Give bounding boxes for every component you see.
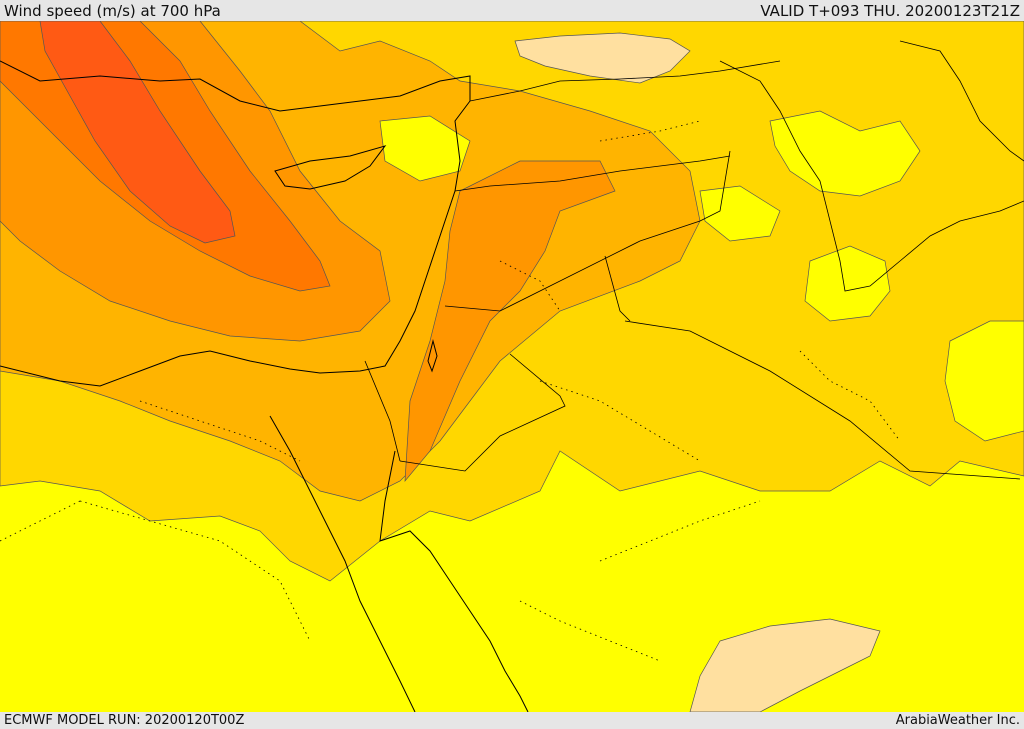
map-title: Wind speed (m/s) at 700 hPa — [4, 1, 221, 20]
band-lowest-patch-south — [689, 618, 881, 712]
model-run: ECMWF MODEL RUN: 20200120T00Z — [4, 713, 245, 728]
band-low-patch-gulf — [804, 245, 891, 322]
coastlines — [0, 40, 1024, 712]
header-bar: Wind speed (m/s) at 700 hPa VALID T+093 … — [0, 0, 1024, 21]
band-low-patch-syria — [379, 115, 471, 182]
band-midhigh-tongue — [404, 160, 616, 483]
band-low-patch-far-east — [944, 320, 1024, 442]
credit: ArabiaWeather Inc. — [895, 713, 1020, 728]
valid-time: VALID T+093 THU. 20200123T21Z — [760, 1, 1020, 20]
admin-boundaries — [0, 120, 901, 662]
band-low-patch-east — [769, 110, 921, 197]
band-low-patch-iraq — [699, 185, 781, 242]
band-lowest-patch-north — [514, 32, 691, 84]
wind-speed-map — [0, 21, 1024, 712]
footer-bar: ECMWF MODEL RUN: 20200120T00Z ArabiaWeat… — [0, 712, 1024, 729]
map-svg — [0, 21, 1024, 712]
